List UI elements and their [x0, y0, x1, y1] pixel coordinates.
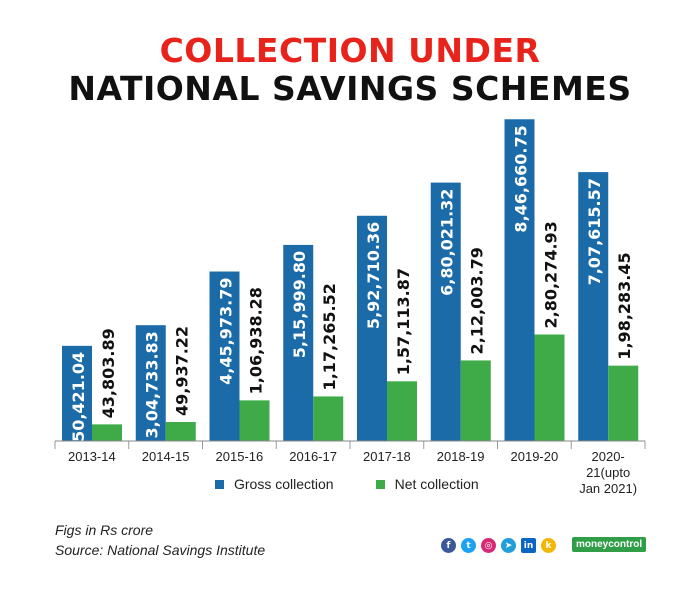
data-label-gross-3: 5,15,999.80 [290, 251, 309, 358]
data-label-net-2: 1,06,938.28 [247, 287, 266, 394]
data-label-gross-0: 2,50,421.04 [69, 352, 88, 459]
facebook-icon[interactable]: f [441, 538, 456, 553]
units-note: Figs in Rs crore [55, 522, 154, 538]
bar-gross-0 [62, 345, 92, 441]
bar-net-5 [460, 360, 491, 441]
instagram-icon[interactable]: ◎ [481, 538, 496, 553]
bar-net-1 [165, 422, 196, 441]
data-label-gross-2: 4,45,973.79 [217, 278, 236, 385]
bar-gross-7 [578, 172, 609, 441]
data-label-net-5: 2,12,003.79 [468, 247, 487, 354]
legend: Gross collection Net collection [215, 476, 521, 492]
linkedin-icon[interactable]: in [521, 538, 536, 553]
x-tick-label-4: 2017-18 [363, 449, 411, 464]
bar-gross-1 [135, 325, 166, 441]
x-tick-label-6: 2019-20 [511, 449, 559, 464]
bar-net-2 [239, 400, 270, 441]
bar-chart: 2,50,421.04 43,803.89 2013-14 3,04,733.83 49… [54, 119, 646, 496]
legend-label-gross: Gross collection [234, 476, 334, 492]
bar-gross-3 [283, 244, 314, 441]
data-label-net-7: 1,98,283.45 [615, 252, 634, 359]
x-tick-label-7-line-2: Jan 2021) [579, 481, 637, 496]
moneycontrol-logo: moneycontrol [572, 537, 647, 552]
bar-gross-5 [430, 182, 461, 441]
data-label-net-0: 43,803.89 [99, 328, 118, 418]
bar-net-3 [313, 396, 344, 441]
bar-net-7 [608, 365, 639, 441]
twitter-icon[interactable]: t [461, 538, 476, 553]
legend-swatch-gross [215, 479, 224, 489]
bar-gross-6 [504, 119, 535, 441]
x-tick-label-7-line-0: 2020- [592, 449, 625, 464]
chart-title-line-1: COLLECTION UNDER [159, 31, 541, 70]
data-label-gross-7: 7,07,615.57 [585, 178, 604, 285]
bar-gross-2 [209, 271, 240, 441]
bar-gross-4 [357, 215, 387, 441]
telegram-icon[interactable]: ➤ [501, 538, 516, 553]
data-label-gross-4: 5,92,710.36 [364, 222, 383, 329]
data-label-gross-1: 3,04,733.83 [143, 331, 162, 438]
bar-net-0 [92, 424, 122, 441]
legend-label-net: Net collection [394, 476, 479, 492]
legend-item-gross: Gross collection [215, 476, 334, 492]
data-label-net-3: 1,17,265.52 [320, 283, 339, 390]
x-tick-label-1: 2014-15 [142, 449, 190, 464]
data-label-gross-6: 8,46,660.75 [512, 125, 531, 232]
bar-net-4 [387, 381, 417, 441]
legend-item-net: Net collection [375, 476, 479, 492]
x-tick-label-3: 2016-17 [289, 449, 337, 464]
source-note: Source: National Savings Institute [55, 542, 266, 558]
data-label-net-4: 1,57,113.87 [394, 268, 413, 375]
chart-title-line-2: NATIONAL SAVINGS SCHEMES [68, 69, 632, 108]
x-tick-label-0: 2013-14 [68, 449, 116, 464]
data-label-net-1: 49,937.22 [173, 326, 192, 416]
data-label-net-6: 2,80,274.93 [542, 221, 561, 328]
data-label-gross-5: 6,80,021.32 [438, 189, 457, 296]
social-icons: f t ◎ ➤ in k [441, 538, 561, 553]
x-tick-label-7-line-1: 21(upto [586, 465, 630, 480]
x-tick-label-2: 2015-16 [216, 449, 264, 464]
x-tick-label-5: 2018-19 [437, 449, 485, 464]
legend-swatch-net [375, 479, 385, 489]
koo-icon[interactable]: k [541, 538, 556, 553]
bar-net-6 [534, 334, 565, 441]
